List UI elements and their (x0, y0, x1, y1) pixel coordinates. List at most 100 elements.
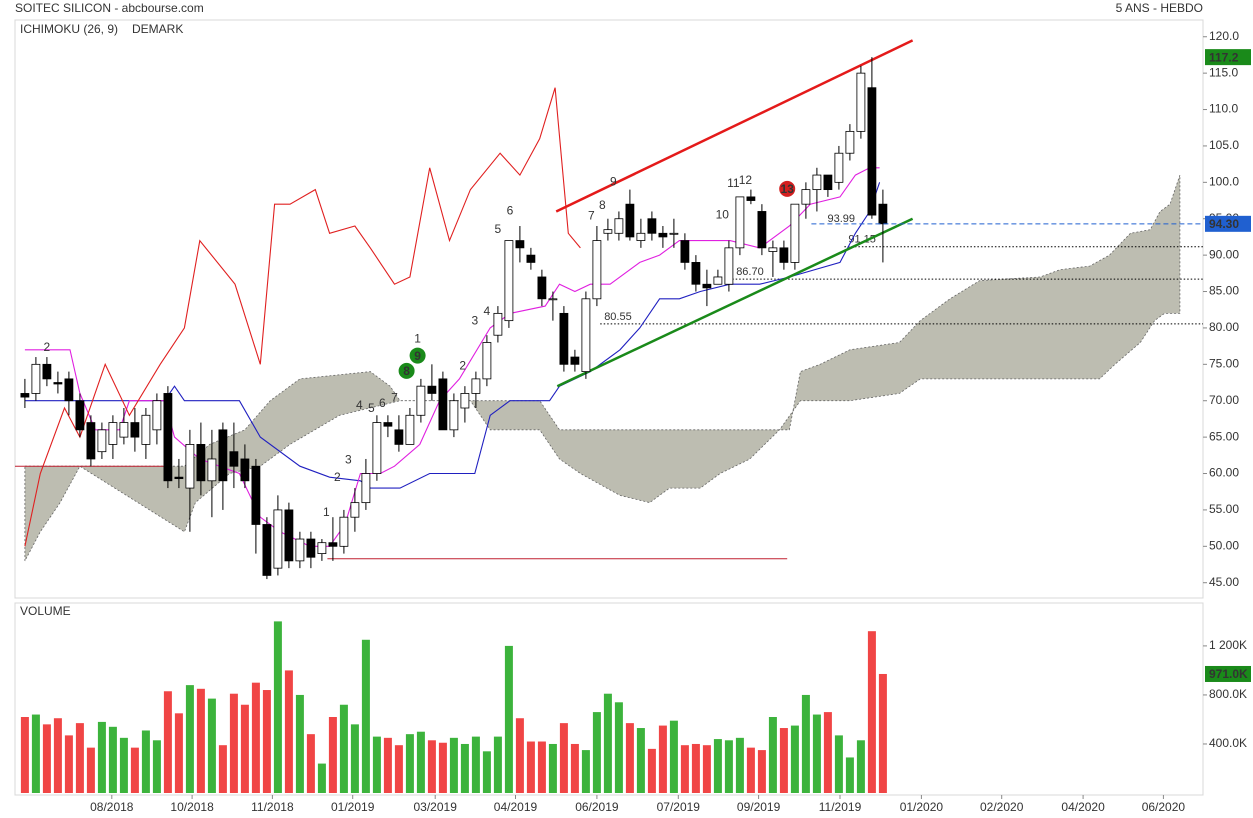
volume-bar (504, 645, 513, 793)
candle-body (119, 422, 129, 438)
demark-count: 5 (495, 222, 502, 236)
x-tick-label: 11/2018 (251, 800, 294, 814)
level-label: 91.15 (848, 234, 876, 246)
candle-body (603, 229, 613, 234)
price-tag (1205, 49, 1251, 66)
candle-body (482, 342, 492, 380)
demark-circle (779, 180, 796, 197)
candle-body (152, 400, 162, 431)
price-tag (1205, 215, 1251, 232)
volume-panel (14, 602, 1204, 796)
candle-body (174, 476, 184, 480)
y-tick-label: 90.00 (1209, 247, 1239, 261)
y-tick-label: 45.00 (1209, 575, 1239, 589)
volume-bar (416, 731, 425, 793)
y-tick-label: 100.0 (1209, 175, 1239, 189)
volume-bar (691, 743, 700, 793)
volume-bar (779, 728, 788, 793)
volume-bar (273, 621, 282, 793)
volume-bar (383, 737, 392, 793)
x-tick-label: 08/2018 (90, 800, 134, 814)
price-tag-label: 94.30 (1209, 217, 1239, 231)
volume-bar (317, 763, 326, 793)
volume-bar (240, 704, 249, 793)
candle-body (515, 240, 525, 249)
volume-bar (196, 688, 205, 793)
volume-bar (526, 741, 535, 793)
candle-body (438, 378, 448, 431)
volume-bar (823, 712, 832, 793)
demark-count: 8 (599, 198, 606, 212)
volume-bar (735, 737, 744, 793)
volume-bar (449, 737, 458, 793)
candle-body (273, 509, 283, 569)
candle-body (262, 524, 272, 576)
candle-body (823, 174, 833, 191)
x-tick-label: 11/2019 (819, 800, 862, 814)
demark-circle (409, 347, 426, 364)
candle-body (867, 87, 877, 216)
candle-body (405, 414, 415, 445)
volume-bar (724, 740, 733, 793)
demark-count: 2 (334, 470, 341, 484)
volume-bar (295, 694, 304, 793)
volume-bar (174, 713, 183, 793)
y-tick-label: 105.0 (1209, 138, 1239, 152)
candle-body (548, 298, 558, 301)
volume-bar (119, 737, 128, 793)
x-tick-label: 04/2020 (1061, 800, 1105, 814)
demark-count: 2 (44, 340, 51, 354)
volume-bar (31, 714, 40, 793)
level-label: 93.99 (828, 213, 856, 225)
volume-bar (515, 718, 524, 793)
demark-count: 6 (379, 396, 386, 410)
volume-bar (581, 750, 590, 793)
candle-body (108, 422, 118, 445)
candle-body (339, 516, 349, 547)
volume-bar (438, 742, 447, 793)
volume-bar (163, 691, 172, 793)
volume-bar (647, 748, 656, 793)
volume-bar (152, 740, 161, 793)
volume-bar (680, 745, 689, 793)
candle-body (537, 276, 547, 300)
volume-bar (64, 735, 73, 793)
volume-bar (460, 743, 469, 793)
volume-bar (427, 740, 436, 793)
candle-body (647, 218, 657, 234)
candle-body (768, 247, 778, 252)
candle-body (185, 444, 195, 489)
candle-body (691, 262, 701, 285)
candle-body (53, 382, 63, 385)
candle-body (680, 240, 690, 263)
volume-bar (306, 734, 315, 793)
volume-bar (405, 734, 414, 793)
level-label: 86.70 (736, 266, 764, 278)
candle-body (812, 174, 822, 191)
candle-body (64, 378, 74, 402)
y-tick-label: 400.0K (1209, 736, 1247, 750)
trend-line (556, 217, 914, 388)
indicator-line (24, 182, 881, 489)
volume-bar (207, 698, 216, 793)
volume-bar (812, 714, 821, 793)
y-tick-label: 70.00 (1209, 393, 1239, 407)
candle-body (834, 152, 844, 183)
candle-body (361, 473, 371, 504)
price-tag (1205, 665, 1251, 682)
chart-subtitle: 5 ANS - HEBDO (1116, 1, 1203, 15)
candle-body (416, 385, 426, 416)
y-tick-label: 50.00 (1209, 538, 1239, 552)
demark-count: 11 (727, 176, 740, 190)
indicator-line (24, 87, 581, 547)
volume-bar (669, 720, 678, 793)
candle-body (427, 385, 437, 394)
trend-line (555, 39, 914, 213)
candle-body (218, 429, 228, 482)
candle-body (97, 429, 107, 453)
x-tick-label: 10/2018 (170, 800, 214, 814)
x-tick-label: 04/2019 (494, 800, 538, 814)
y-tick-label: 800.0K (1209, 687, 1247, 701)
volume-bar (592, 712, 601, 793)
